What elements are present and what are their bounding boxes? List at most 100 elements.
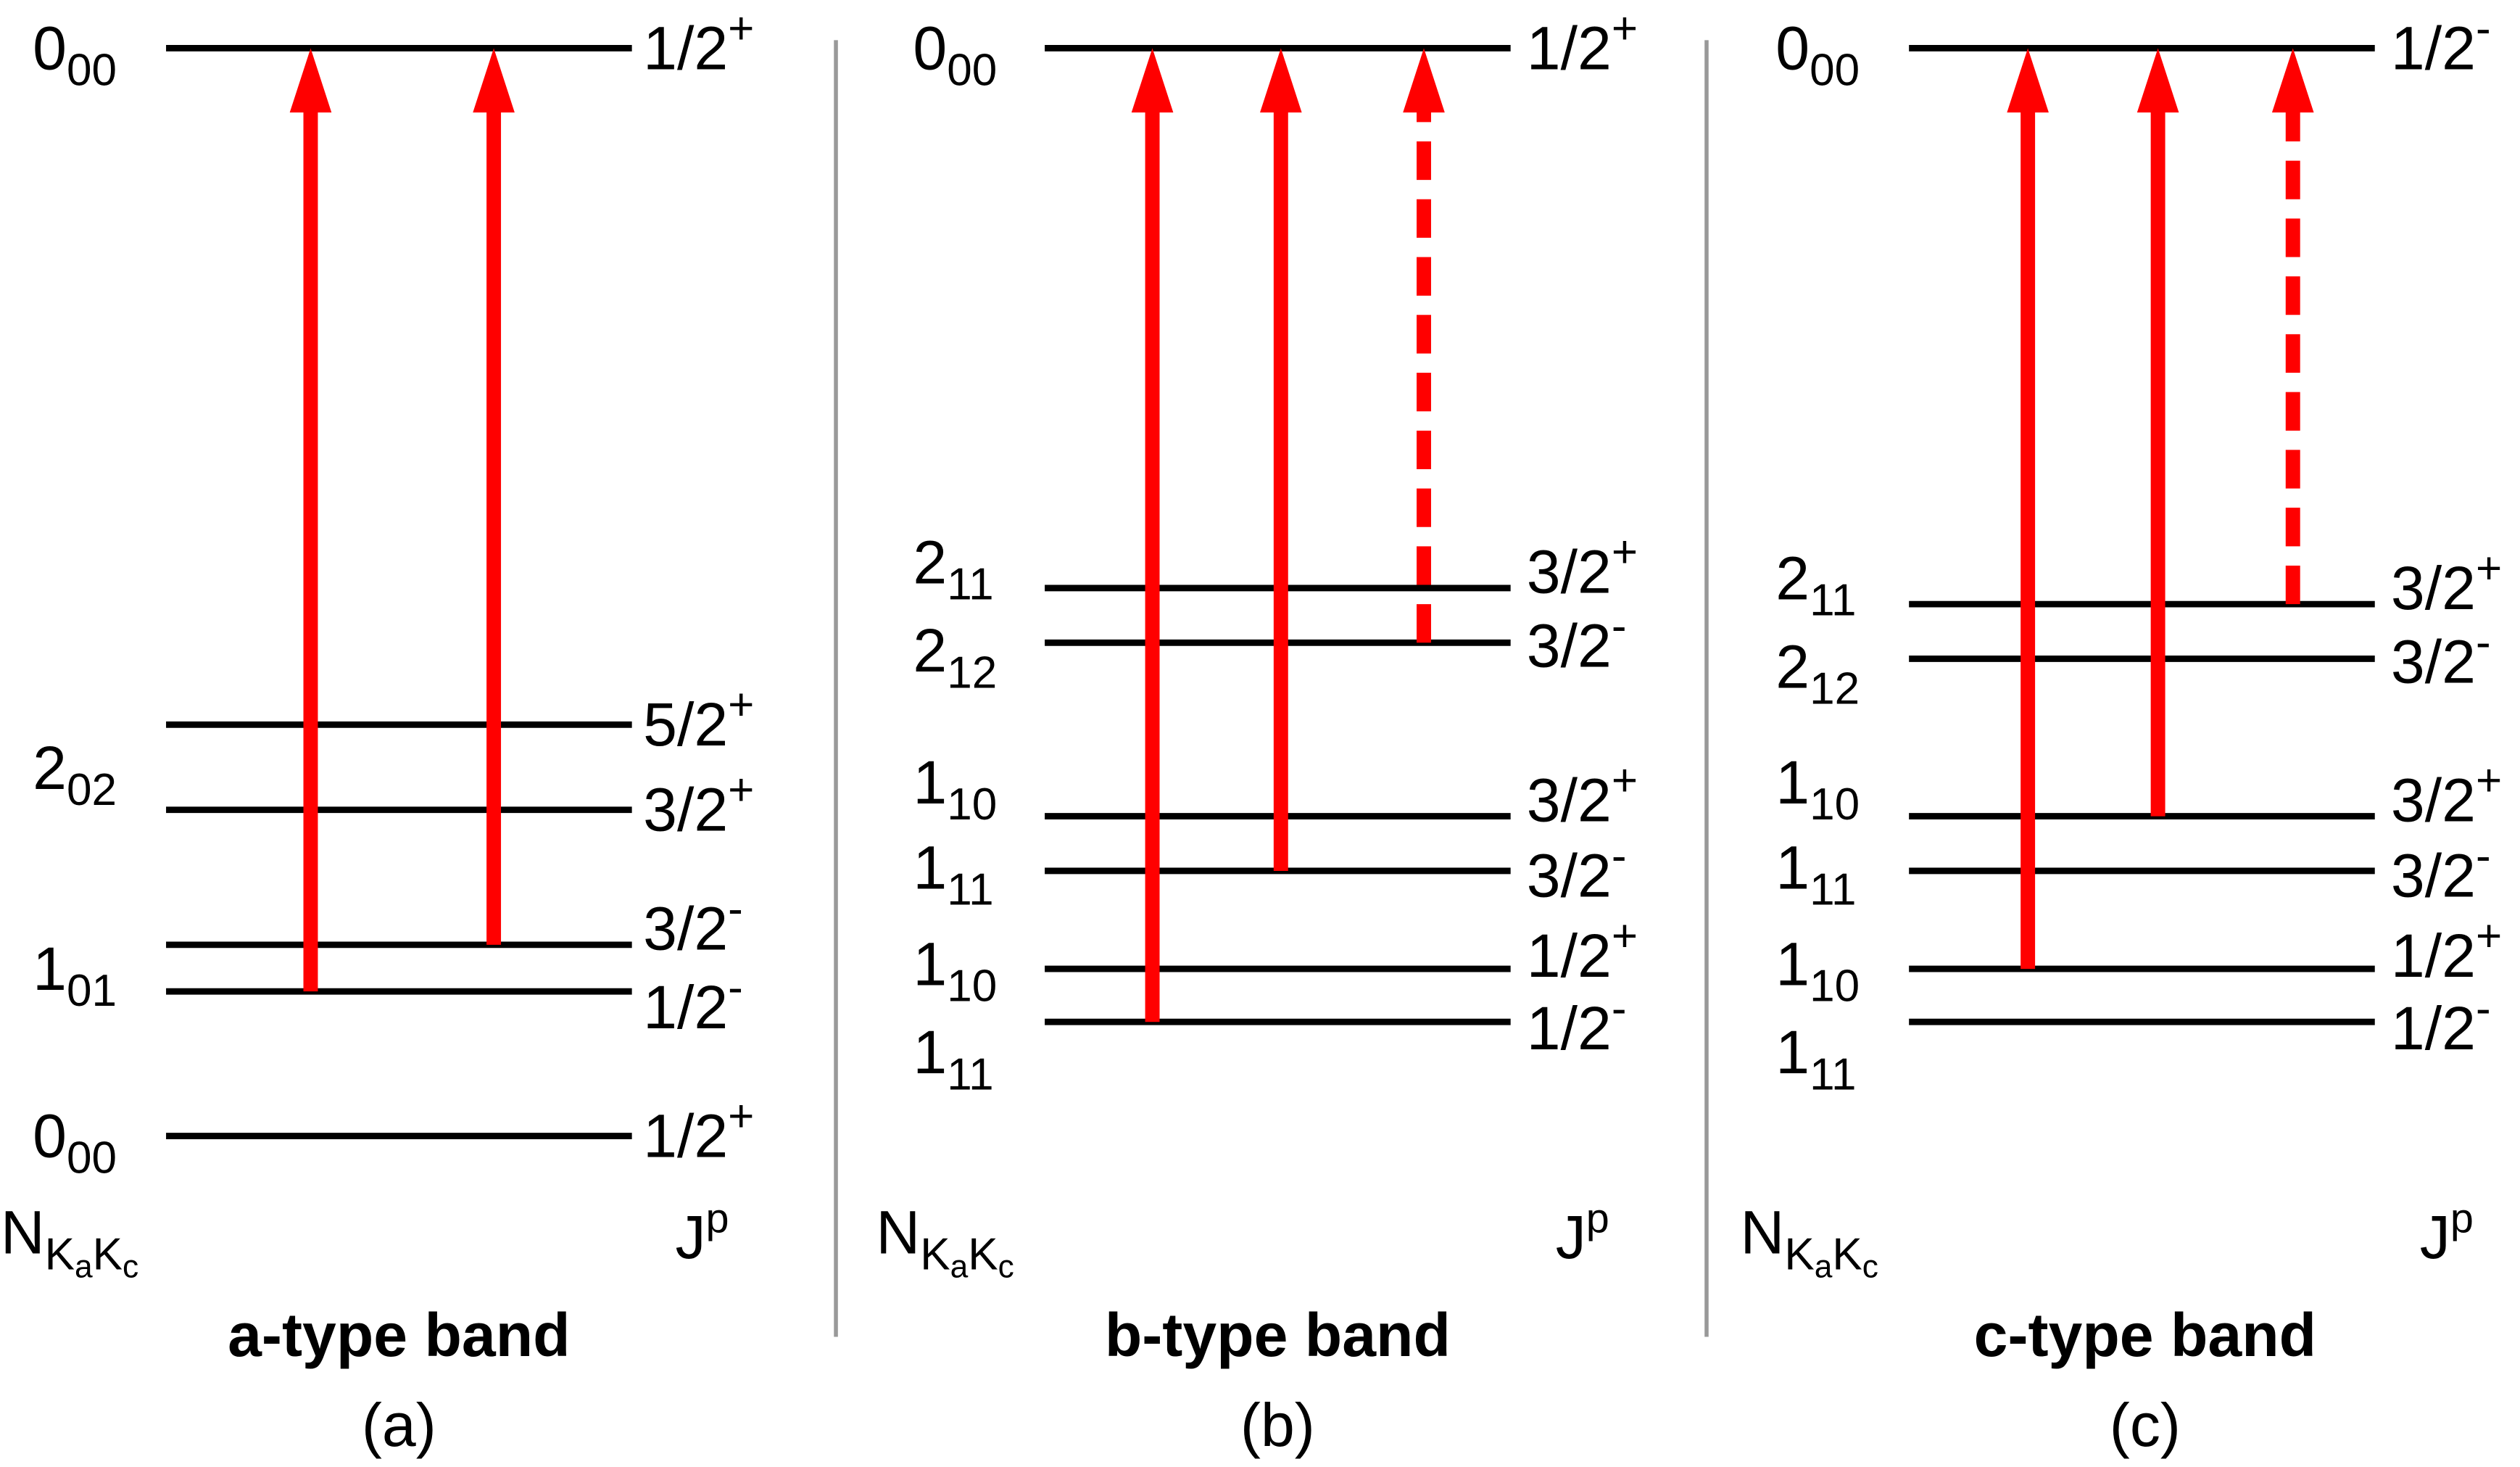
panel-caption: (a) (362, 1391, 436, 1459)
j-label: 3/2- (2391, 831, 2491, 909)
j-label: 1/2+ (643, 1091, 754, 1170)
n-header: NKaKc (1741, 1198, 1878, 1284)
parity: - (728, 884, 743, 934)
ka-kc: 12 (1810, 664, 1860, 714)
level-label: 110 (913, 930, 997, 1011)
level-label: 000 (33, 14, 117, 95)
j-base: J (675, 1203, 705, 1271)
parity: - (2476, 617, 2491, 667)
ka-kc: 00 (947, 45, 997, 95)
j-base: J (2420, 1203, 2450, 1271)
parity: + (2476, 756, 2502, 806)
j-value: 1/2 (1527, 14, 1612, 82)
level-label: 000 (33, 1102, 117, 1183)
parity: + (1612, 756, 1638, 806)
level-label: 110 (913, 748, 997, 830)
level-label: 000 (1775, 14, 1860, 95)
j-value: 1/2 (643, 973, 728, 1041)
j-value: 1/2 (643, 14, 728, 82)
ka-kc: 11 (947, 1049, 993, 1099)
j-sup: p (2450, 1195, 2474, 1241)
k-sub: c (998, 1249, 1014, 1285)
j-label: 3/2+ (1527, 527, 1638, 606)
ka-kc: 11 (947, 559, 993, 609)
j-label: 5/2+ (643, 680, 754, 759)
arrow-head (1403, 48, 1445, 113)
j-label: 1/2+ (643, 4, 754, 82)
j-label: 3/2+ (643, 765, 754, 843)
arrow-head (473, 48, 515, 113)
j-value: 1/2 (1527, 994, 1612, 1062)
quantum-n: 2 (1775, 544, 1810, 612)
arrow-head (1131, 48, 1174, 113)
quantum-n: 1 (913, 748, 947, 817)
j-value: 1/2 (1527, 922, 1612, 990)
k-label: K (93, 1229, 123, 1279)
quantum-n: 1 (1775, 748, 1810, 817)
parity: + (1612, 912, 1638, 962)
level-label: 111 (913, 833, 993, 914)
j-value: 3/2 (2391, 841, 2476, 909)
panel-title: c-type band (1974, 1301, 2316, 1369)
k-label: K (45, 1229, 75, 1279)
arrow-head (1260, 48, 1302, 113)
ka-kc: 10 (1810, 780, 1860, 830)
ka-kc: 11 (1810, 1049, 1856, 1099)
level-label: 212 (1775, 632, 1860, 714)
j-header: Jp (2420, 1195, 2474, 1270)
quantum-n: 2 (913, 616, 947, 685)
arrow-head (289, 48, 332, 113)
quantum-n: 1 (1775, 833, 1810, 901)
quantum-n: 2 (913, 528, 947, 596)
level-label: 111 (913, 1018, 993, 1099)
parity: + (728, 4, 754, 54)
j-value: 3/2 (1527, 538, 1612, 606)
quantum-n: 1 (913, 1018, 947, 1086)
j-header: Jp (1556, 1195, 1609, 1270)
j-label: 3/2+ (2391, 543, 2502, 621)
panel-caption: (b) (1240, 1391, 1315, 1459)
arrow-head (2007, 48, 2049, 113)
j-value: 1/2 (643, 1102, 728, 1170)
k-label: K (1832, 1229, 1862, 1279)
j-sup: p (706, 1195, 729, 1241)
n-header: NKaKc (876, 1198, 1014, 1284)
k-sub: a (75, 1249, 93, 1285)
n-header: NKaKc (1, 1198, 138, 1284)
k-sub: c (1862, 1249, 1878, 1285)
quantum-n: 2 (1775, 632, 1810, 701)
parity: - (2476, 983, 2491, 1033)
k-sub: a (950, 1249, 969, 1285)
j-value: 3/2 (1527, 612, 1612, 680)
quantum-n: 1 (1775, 930, 1810, 998)
level-label: 101 (33, 935, 117, 1016)
level-label: 110 (1775, 748, 1860, 830)
level-label: 110 (1775, 930, 1860, 1011)
j-value: 3/2 (643, 776, 728, 844)
ka-kc: 11 (947, 864, 993, 914)
level-label: 211 (1775, 544, 1856, 625)
parity: - (1612, 601, 1627, 651)
parity: + (2476, 912, 2502, 962)
j-label: 1/2- (1527, 983, 1627, 1062)
quantum-n: 2 (33, 734, 67, 802)
j-label: 1/2+ (1527, 4, 1638, 82)
j-value: 3/2 (643, 895, 728, 963)
j-label: 1/2- (643, 963, 743, 1041)
ka-kc: 10 (1810, 961, 1860, 1011)
j-label: 1/2- (2391, 983, 2491, 1062)
j-header: Jp (675, 1195, 729, 1270)
quantum-n: 0 (913, 14, 947, 82)
j-value: 3/2 (1527, 841, 1612, 909)
j-value: 3/2 (2391, 766, 2476, 834)
j-value: 5/2 (643, 690, 728, 759)
j-base: J (1556, 1203, 1586, 1271)
parity: - (728, 963, 743, 1013)
ka-kc: 01 (67, 966, 117, 1016)
level-label: 000 (913, 14, 997, 95)
k-sub: a (1815, 1249, 1833, 1285)
quantum-n: 1 (33, 935, 67, 1003)
quantum-n: 0 (1775, 14, 1810, 82)
j-label: 3/2+ (1527, 756, 1638, 834)
